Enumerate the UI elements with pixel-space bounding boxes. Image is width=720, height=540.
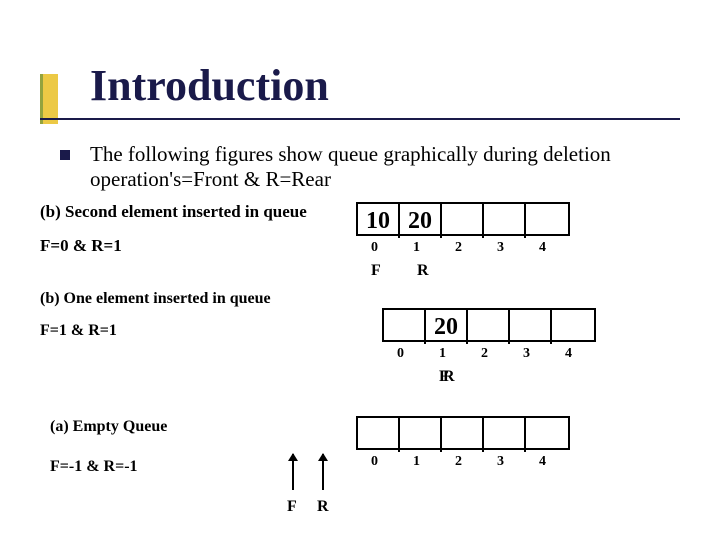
q2-cell [468,310,510,344]
q2-index: 0 [397,346,404,362]
q3-index: 1 [413,454,420,470]
q1-cell [442,204,484,238]
body-bullet-icon [60,150,70,160]
q1-R-label: R [417,262,429,280]
q1-cell: 20 [400,204,442,238]
title-bullet-icon [40,74,58,124]
q1-box: 1020 [356,202,570,236]
q1-index: 1 [413,240,420,256]
q1-F-label: F [371,262,381,280]
q2-R-label: R [443,368,455,386]
q2-cell: 20 [426,310,468,344]
q2-cell [552,310,594,344]
q1-index: 3 [497,240,504,256]
q1-index: 0 [371,240,378,256]
q2-box: 20 [382,308,596,342]
q2-index: 4 [565,346,572,362]
q1-caption: (b) Second element inserted in queue [40,202,307,222]
q3-R-label: R [317,498,329,516]
q3-F-label: F [287,498,297,516]
q2-index: 2 [481,346,488,362]
q3-arrow-R [322,454,324,490]
q1-state: F=0 & R=1 [40,236,122,256]
q3-box [356,416,570,450]
q3-index: 4 [539,454,546,470]
q3-index: 0 [371,454,378,470]
slide-title: Introduction [90,60,329,111]
q2-caption: (b) One element inserted in queue [40,290,271,308]
q3-cell [358,418,400,452]
q3-caption: (a) Empty Queue [50,418,167,436]
q3-cell [400,418,442,452]
q2-cell [510,310,552,344]
q3-index: 2 [455,454,462,470]
q1-cell: 10 [358,204,400,238]
body-text: The following figures show queue graphic… [90,142,650,192]
q3-cell [442,418,484,452]
q2-state: F=1 & R=1 [40,322,117,340]
q2-index: 3 [523,346,530,362]
q2-cell [384,310,426,344]
q1-index: 2 [455,240,462,256]
title-underline [40,118,680,120]
q2-index: 1 [439,346,446,362]
q3-index: 3 [497,454,504,470]
q3-cell [484,418,526,452]
q1-index: 4 [539,240,546,256]
q1-cell [484,204,526,238]
q1-cell [526,204,568,238]
q3-cell [526,418,568,452]
q3-state: F=-1 & R=-1 [50,458,138,476]
q3-arrow-F [292,454,294,490]
